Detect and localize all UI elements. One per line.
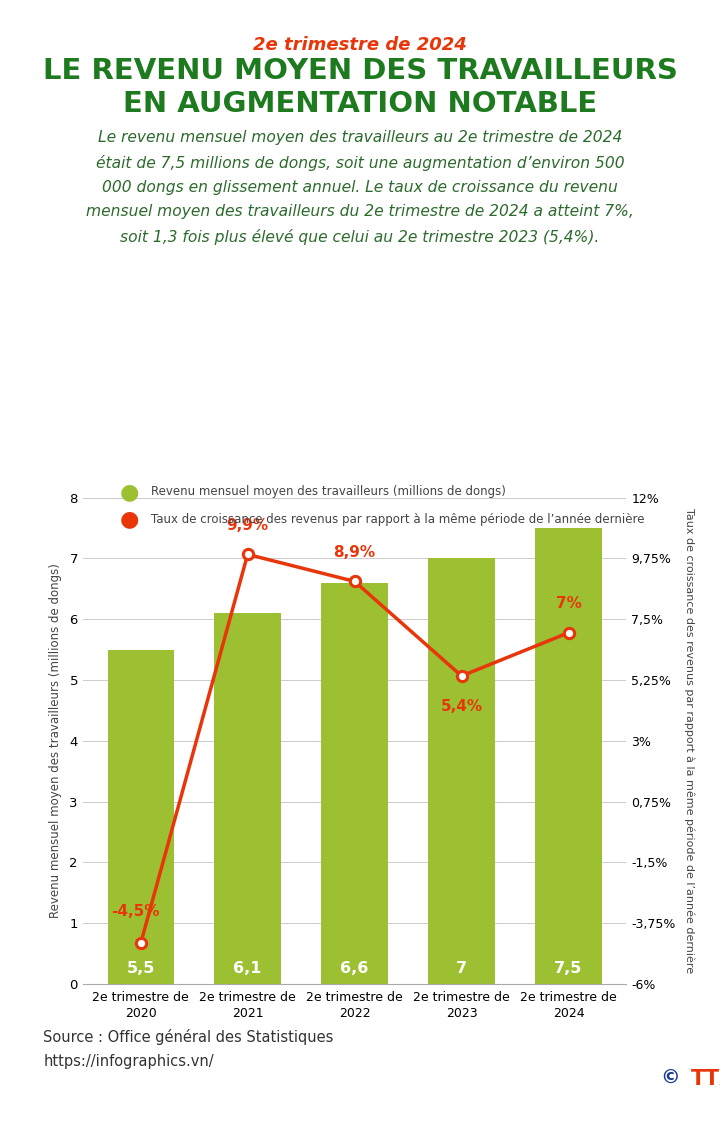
Text: 9,9%: 9,9% [227, 518, 269, 533]
Point [563, 623, 575, 641]
Bar [428, 559, 495, 984]
Y-axis label: Revenu mensuel moyen des travailleurs (millions de dongs): Revenu mensuel moyen des travailleurs (m… [50, 563, 63, 918]
Text: 7: 7 [456, 961, 467, 976]
Text: 7%: 7% [556, 596, 582, 611]
Text: 2e trimestre de 2024: 2e trimestre de 2024 [253, 36, 467, 54]
Text: 7,5: 7,5 [554, 961, 582, 976]
Bar [107, 649, 174, 984]
Text: 6,1: 6,1 [233, 961, 262, 976]
Text: Revenu mensuel moyen des travailleurs (millions de dongs): Revenu mensuel moyen des travailleurs (m… [151, 485, 506, 499]
Point [242, 545, 253, 563]
Text: 5,4%: 5,4% [441, 699, 482, 714]
Bar [321, 582, 388, 984]
Text: 5,5: 5,5 [127, 961, 155, 976]
Point [456, 667, 467, 685]
Text: ●: ● [120, 482, 139, 502]
Text: ©: © [660, 1069, 680, 1088]
Text: Taux de croissance des revenus par rapport à la même période de l’année dernière: Taux de croissance des revenus par rappo… [151, 512, 644, 526]
Text: ●: ● [120, 509, 139, 529]
Text: -4,5%: -4,5% [111, 904, 160, 920]
Text: EN AUGMENTATION NOTABLE: EN AUGMENTATION NOTABLE [123, 90, 597, 119]
Text: Source : Office général des Statistiques: Source : Office général des Statistiques [43, 1029, 333, 1045]
Y-axis label: Taux de croissance des revenus par rapport à la même période de l’année dernière: Taux de croissance des revenus par rappo… [684, 508, 695, 974]
Point [349, 572, 361, 590]
Text: 8,9%: 8,9% [333, 545, 376, 560]
Text: 6,6: 6,6 [341, 961, 369, 976]
Bar [536, 528, 602, 984]
Bar [215, 613, 281, 984]
Text: Le revenu mensuel moyen des travailleurs au 2e trimestre de 2024
était de 7,5 mi: Le revenu mensuel moyen des travailleurs… [86, 130, 634, 244]
Text: LE REVENU MOYEN DES TRAVAILLEURS: LE REVENU MOYEN DES TRAVAILLEURS [42, 57, 678, 85]
Text: TTXVN: TTXVN [691, 1069, 720, 1089]
Text: https://infographics.vn/: https://infographics.vn/ [43, 1054, 214, 1069]
Point [135, 934, 146, 952]
